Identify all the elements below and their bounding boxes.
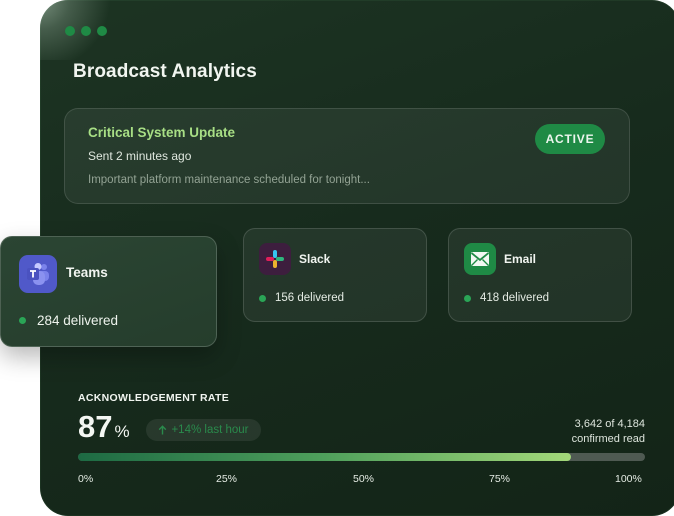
- delivered-count: 418 delivered: [480, 292, 550, 304]
- confirmed-label: confirmed read: [571, 433, 645, 445]
- delivery-stat: 284 delivered: [19, 313, 118, 328]
- acknowledgement-number: 87: [78, 409, 113, 444]
- confirmed-read-summary: 3,642 of 4,184 confirmed read: [572, 417, 645, 447]
- window-controls: [65, 26, 107, 36]
- window-dot-icon[interactable]: [65, 26, 75, 36]
- status-dot-icon: [19, 317, 26, 324]
- acknowledgement-unit: %: [114, 422, 130, 441]
- status-dot-icon: [464, 294, 471, 302]
- window-dot-icon[interactable]: [97, 26, 107, 36]
- confirmed-count: 3,642 of 4,184: [574, 418, 645, 430]
- acknowledgement-progress-bar: [78, 453, 645, 461]
- status-dot-icon: [259, 294, 266, 302]
- mail-icon: [464, 243, 496, 275]
- delivered-count: 284 delivered: [37, 313, 119, 328]
- scale-label-0: 0%: [78, 473, 94, 485]
- message-timestamp: Sent 2 minutes ago: [88, 149, 192, 163]
- slack-icon: [259, 243, 291, 275]
- scale-label-50: 50%: [353, 473, 375, 485]
- delivery-stat: 156 delivered: [259, 292, 344, 304]
- trend-badge: +14% last hour: [146, 419, 261, 441]
- page-title: Broadcast Analytics: [73, 61, 257, 82]
- channel-name: Email: [504, 252, 537, 266]
- trend-text: +14% last hour: [171, 424, 249, 436]
- scale-label-75: 75%: [489, 473, 511, 485]
- window-dot-icon[interactable]: [81, 26, 91, 36]
- message-title: Critical System Update: [88, 125, 236, 140]
- message-preview: Important platform maintenance scheduled…: [88, 174, 370, 186]
- channel-name: Slack: [299, 252, 331, 266]
- channel-name: Teams: [66, 265, 108, 280]
- scale-label-100: 100%: [615, 473, 642, 485]
- channel-card-teams[interactable]: Teams 284 delivered: [0, 236, 217, 347]
- broadcast-message-card[interactable]: Critical System Update Sent 2 minutes ag…: [64, 108, 630, 204]
- progress-fill: [78, 453, 572, 461]
- channel-card-slack[interactable]: Slack 156 delivered: [243, 228, 427, 322]
- acknowledgement-label: ACKNOWLEDGEMENT RATE: [78, 392, 230, 404]
- arrow-up-icon: [159, 425, 167, 435]
- analytics-panel: Broadcast Analytics Critical System Upda…: [40, 0, 674, 516]
- scale-label-25: 25%: [216, 473, 238, 485]
- status-badge: ACTIVE: [535, 124, 605, 154]
- delivery-stat: 418 delivered: [464, 292, 549, 304]
- teams-icon: [19, 255, 57, 293]
- channel-card-email[interactable]: Email 418 delivered: [448, 228, 632, 322]
- delivered-count: 156 delivered: [275, 292, 345, 304]
- acknowledgement-value: 87 %: [78, 409, 130, 445]
